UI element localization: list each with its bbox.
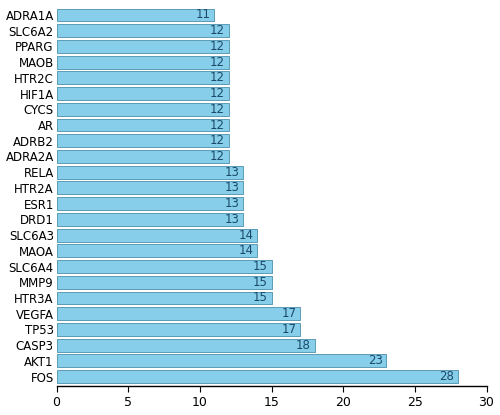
- Bar: [56, 103, 228, 116]
- Bar: [56, 244, 257, 257]
- Bar: [56, 9, 214, 22]
- Bar: [56, 260, 272, 273]
- Bar: [56, 292, 272, 305]
- Bar: [56, 87, 228, 100]
- Bar: [56, 307, 300, 320]
- Text: 17: 17: [282, 323, 296, 336]
- Bar: [56, 150, 228, 163]
- Text: 13: 13: [224, 181, 240, 195]
- Text: 17: 17: [282, 307, 296, 320]
- Bar: [56, 229, 257, 242]
- Text: 12: 12: [210, 119, 225, 132]
- Bar: [56, 181, 243, 194]
- Text: 12: 12: [210, 56, 225, 68]
- Text: 14: 14: [238, 229, 254, 242]
- Text: 12: 12: [210, 24, 225, 37]
- Text: 15: 15: [253, 291, 268, 305]
- Text: 28: 28: [440, 370, 454, 383]
- Bar: [56, 71, 228, 84]
- Bar: [56, 276, 272, 289]
- Bar: [56, 56, 228, 68]
- Text: 12: 12: [210, 71, 225, 84]
- Bar: [56, 166, 243, 178]
- Text: 12: 12: [210, 103, 225, 116]
- Text: 13: 13: [224, 213, 240, 226]
- Text: 12: 12: [210, 87, 225, 100]
- Bar: [56, 354, 386, 367]
- Text: 15: 15: [253, 260, 268, 273]
- Text: 15: 15: [253, 276, 268, 289]
- Text: 18: 18: [296, 339, 311, 352]
- Bar: [56, 134, 228, 147]
- Text: 12: 12: [210, 134, 225, 147]
- Text: 12: 12: [210, 150, 225, 163]
- Bar: [56, 40, 228, 53]
- Bar: [56, 24, 228, 37]
- Text: 11: 11: [196, 8, 210, 22]
- Bar: [56, 339, 314, 352]
- Text: 14: 14: [238, 244, 254, 257]
- Bar: [56, 213, 243, 226]
- Text: 13: 13: [224, 166, 240, 179]
- Bar: [56, 197, 243, 210]
- Bar: [56, 119, 228, 132]
- Bar: [56, 370, 458, 383]
- Text: 13: 13: [224, 197, 240, 210]
- Text: 12: 12: [210, 40, 225, 53]
- Bar: [56, 323, 300, 336]
- Text: 23: 23: [368, 354, 382, 367]
